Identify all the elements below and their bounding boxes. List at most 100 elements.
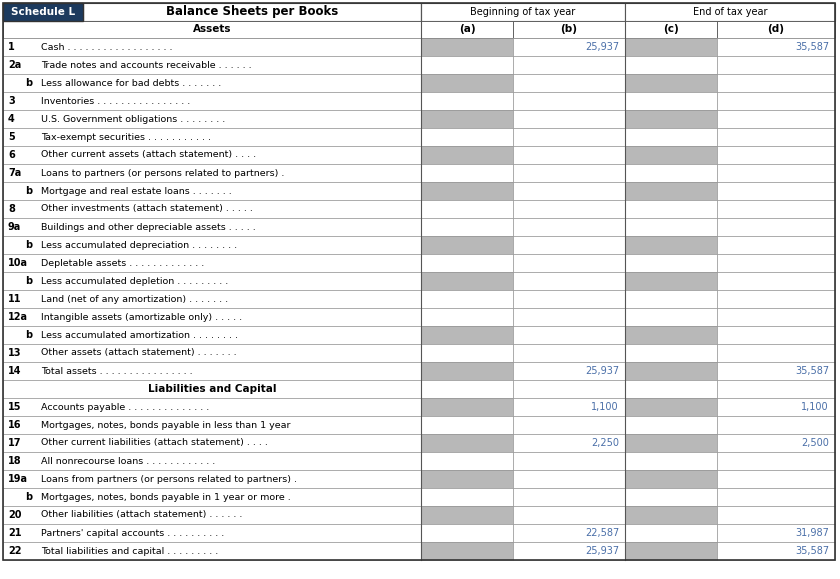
Bar [625, 92, 717, 110]
Bar [717, 110, 835, 128]
Text: 7a: 7a [8, 168, 21, 178]
Bar [3, 470, 421, 488]
Bar [421, 452, 513, 470]
Text: b: b [25, 78, 32, 88]
Bar [625, 452, 717, 470]
Bar [625, 3, 835, 21]
Text: 25,937: 25,937 [585, 42, 619, 52]
Text: 31,987: 31,987 [795, 528, 829, 538]
Bar [717, 542, 835, 560]
Bar [625, 200, 717, 218]
Text: All nonrecourse loans . . . . . . . . . . . .: All nonrecourse loans . . . . . . . . . … [41, 456, 215, 466]
Text: 25,937: 25,937 [585, 546, 619, 556]
Text: Liabilities and Capital: Liabilities and Capital [148, 384, 276, 394]
Text: 2,250: 2,250 [591, 438, 619, 448]
Bar [513, 38, 625, 56]
Bar [421, 272, 513, 290]
Bar [3, 56, 421, 74]
Bar [421, 200, 513, 218]
Bar [625, 56, 717, 74]
Bar [625, 308, 717, 326]
Bar [513, 344, 625, 362]
Bar [513, 182, 625, 200]
Bar [513, 110, 625, 128]
Bar [3, 434, 421, 452]
Bar [717, 308, 835, 326]
Bar [3, 254, 421, 272]
Text: Trade notes and accounts receivable . . . . . .: Trade notes and accounts receivable . . … [41, 60, 252, 69]
Text: Less accumulated amortization . . . . . . . .: Less accumulated amortization . . . . . … [41, 331, 238, 339]
Bar [625, 326, 717, 344]
Text: (d): (d) [768, 24, 785, 35]
Text: Other current assets (attach statement) . . . .: Other current assets (attach statement) … [41, 151, 256, 159]
Text: 35,587: 35,587 [795, 42, 829, 52]
Text: Other current liabilities (attach statement) . . . .: Other current liabilities (attach statem… [41, 438, 268, 448]
Bar [513, 74, 625, 92]
Bar [421, 110, 513, 128]
Text: b: b [25, 240, 32, 250]
Bar [3, 38, 421, 56]
Bar [421, 380, 513, 398]
Bar [717, 21, 835, 38]
Bar [717, 164, 835, 182]
Text: Other assets (attach statement) . . . . . . .: Other assets (attach statement) . . . . … [41, 349, 237, 357]
Bar [625, 128, 717, 146]
Bar [83, 3, 421, 21]
Text: Schedule L: Schedule L [11, 7, 75, 17]
Bar [625, 38, 717, 56]
Text: Mortgage and real estate loans . . . . . . .: Mortgage and real estate loans . . . . .… [41, 186, 232, 196]
Bar [625, 524, 717, 542]
Text: 22: 22 [8, 546, 22, 556]
Text: Total assets . . . . . . . . . . . . . . . .: Total assets . . . . . . . . . . . . . .… [41, 367, 192, 376]
Bar [3, 380, 421, 398]
Bar [625, 146, 717, 164]
Bar [717, 470, 835, 488]
Bar [3, 416, 421, 434]
Bar [3, 128, 421, 146]
Text: Other investments (attach statement) . . . . .: Other investments (attach statement) . .… [41, 204, 253, 214]
Bar [513, 380, 625, 398]
Bar [513, 254, 625, 272]
Text: Accounts payable . . . . . . . . . . . . . .: Accounts payable . . . . . . . . . . . .… [41, 402, 209, 412]
Bar [717, 182, 835, 200]
Bar [625, 21, 717, 38]
Text: 3: 3 [8, 96, 15, 106]
Bar [625, 74, 717, 92]
Text: Mortgages, notes, bonds payable in 1 year or more .: Mortgages, notes, bonds payable in 1 yea… [41, 493, 291, 501]
Bar [3, 21, 421, 38]
Bar [3, 110, 421, 128]
Bar [3, 542, 421, 560]
Bar [421, 488, 513, 506]
Bar [717, 128, 835, 146]
Bar [3, 308, 421, 326]
Text: Buildings and other depreciable assets . . . . .: Buildings and other depreciable assets .… [41, 222, 255, 232]
Bar [421, 56, 513, 74]
Bar [3, 92, 421, 110]
Bar [625, 362, 717, 380]
Text: 16: 16 [8, 420, 22, 430]
Bar [625, 488, 717, 506]
Bar [513, 506, 625, 524]
Bar [717, 398, 835, 416]
Bar [421, 506, 513, 524]
Text: 9a: 9a [8, 222, 21, 232]
Bar [625, 344, 717, 362]
Bar [717, 272, 835, 290]
Bar [421, 344, 513, 362]
Bar [513, 56, 625, 74]
Text: 4: 4 [8, 114, 15, 124]
Text: 25,937: 25,937 [585, 366, 619, 376]
Bar [625, 272, 717, 290]
Bar [513, 434, 625, 452]
Text: Loans from partners (or persons related to partners) .: Loans from partners (or persons related … [41, 475, 297, 483]
Bar [513, 452, 625, 470]
Bar [3, 146, 421, 164]
Bar [717, 200, 835, 218]
Bar [513, 290, 625, 308]
Bar [717, 146, 835, 164]
Text: b: b [25, 492, 32, 502]
Bar [421, 398, 513, 416]
Bar [3, 290, 421, 308]
Bar [513, 21, 625, 38]
Bar [421, 542, 513, 560]
